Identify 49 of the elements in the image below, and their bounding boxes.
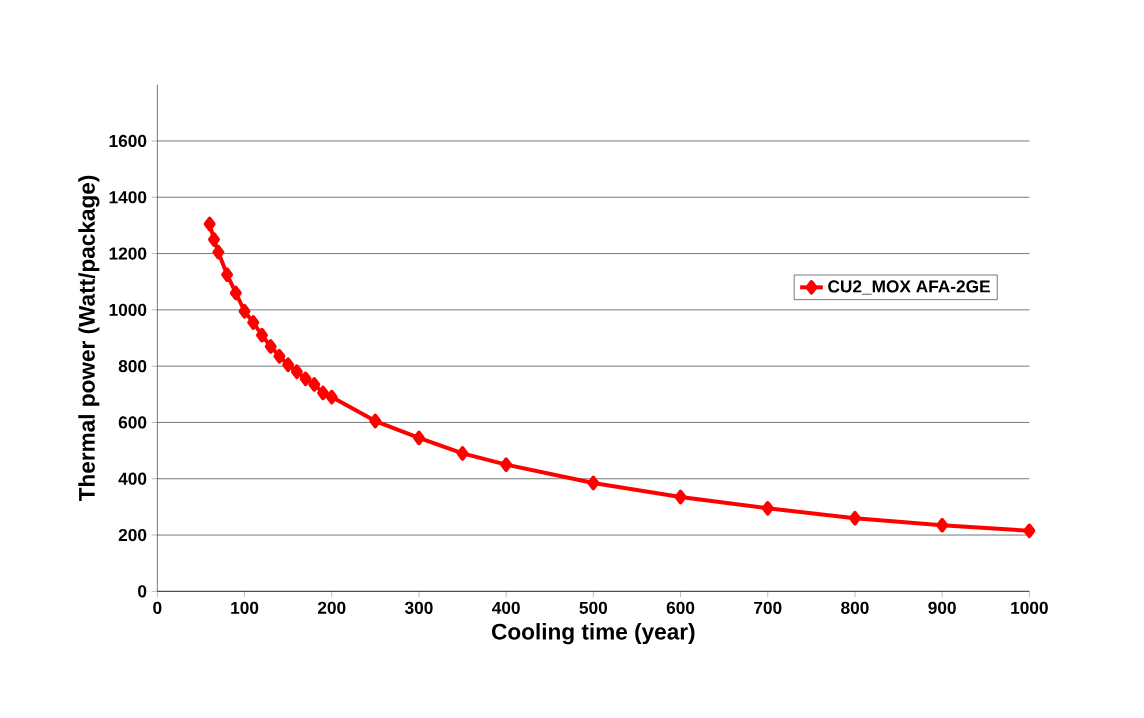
point	[299, 371, 312, 387]
legend-label: CU2_MOX AFA-2GE	[828, 280, 990, 295]
point	[203, 216, 216, 232]
point	[456, 446, 469, 461]
point	[587, 475, 600, 491]
x-tick-label: 200	[317, 601, 346, 614]
y-tick-label: 1400	[109, 191, 147, 204]
y-tick-label: 1600	[109, 134, 147, 148]
point	[848, 510, 861, 526]
point	[369, 413, 382, 429]
x-tick-label: 800	[841, 601, 869, 614]
y-tick-label: 400	[118, 472, 147, 485]
point	[308, 377, 321, 392]
y-tick-label: 200	[118, 528, 147, 542]
point	[325, 389, 338, 405]
y-axis-title: Thermal power (Watt/package)	[78, 175, 100, 502]
point	[229, 285, 242, 301]
point	[247, 315, 260, 330]
point	[273, 348, 286, 364]
point	[317, 385, 329, 401]
y-tick-label: 0	[138, 585, 147, 598]
point	[255, 327, 268, 343]
y-tick-label: 600	[118, 416, 147, 429]
point	[221, 267, 234, 282]
x-tick-label: 600	[666, 601, 695, 614]
point	[290, 364, 303, 380]
point	[1023, 523, 1036, 539]
x-tick-label: 500	[579, 601, 608, 614]
x-tick-label: 700	[754, 601, 782, 614]
y-tick-label: 800	[118, 360, 147, 373]
point	[208, 232, 220, 247]
x-tick-label: 900	[928, 601, 956, 614]
point	[761, 500, 774, 516]
point	[282, 357, 295, 373]
y-tick-label: 1000	[109, 303, 147, 316]
x-axis-title: Cooling time (year)	[492, 623, 695, 645]
point	[674, 489, 687, 505]
x-tick-label: 300	[404, 601, 433, 614]
point	[238, 303, 251, 319]
x-tick-label: 100	[231, 601, 259, 614]
point	[412, 430, 425, 446]
point	[212, 244, 225, 260]
x-tick-label: 1000	[1011, 601, 1048, 614]
point	[264, 339, 277, 354]
point	[936, 517, 949, 533]
x-tick-label: 400	[492, 601, 520, 614]
y-tick-label: 1200	[109, 247, 147, 260]
point	[500, 457, 513, 472]
x-tick-label: 0	[153, 601, 162, 614]
